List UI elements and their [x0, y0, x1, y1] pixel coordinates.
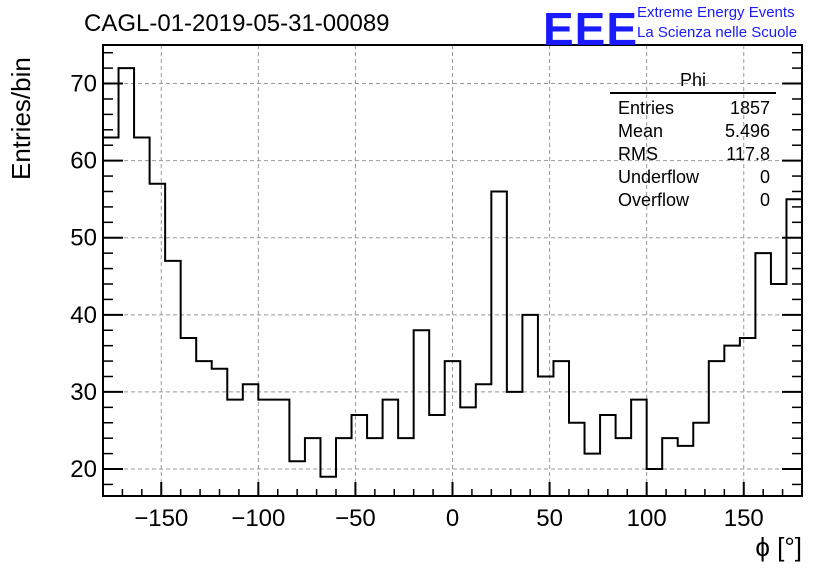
stats-value: 5.496	[724, 121, 770, 141]
y-tick-label: 60	[70, 148, 97, 175]
y-tick-label: 70	[70, 71, 97, 98]
histogram-series	[103, 67, 803, 478]
x-tick-label: 150	[724, 505, 764, 532]
stats-row-rms: RMS 117.8	[610, 143, 776, 166]
stats-box: Phi Entries 1857 Mean 5.496 RMS 117.8 Un…	[610, 70, 776, 212]
x-tick-label: −100	[231, 505, 285, 532]
stats-value: 0	[759, 190, 770, 210]
x-axis-label: ϕ [°]	[755, 532, 802, 562]
stats-label: Overflow	[618, 190, 690, 210]
x-tick-label: −50	[335, 505, 376, 532]
stats-title: Phi	[610, 70, 776, 94]
logo-line-2: La Scienza nelle Scuole	[637, 24, 798, 41]
y-tick-label: 30	[70, 379, 97, 406]
stats-value: 0	[759, 167, 770, 187]
y-tick-label: 20	[70, 456, 97, 483]
x-axis: −150 −100 −50 0 50 100 150	[102, 482, 803, 532]
stats-row-mean: Mean 5.496	[610, 120, 776, 143]
logo-line-1: Extreme Energy Events	[637, 4, 795, 21]
x-tick-label: 0	[446, 505, 459, 532]
y-tick-label: 50	[70, 225, 97, 252]
stats-label: Mean	[618, 121, 664, 141]
stats-label: RMS	[618, 144, 658, 164]
logo-text: EEE	[543, 3, 639, 55]
stats-label: Underflow	[618, 167, 700, 187]
stats-value: 1857	[729, 98, 770, 118]
y-tick-label: 40	[70, 302, 97, 329]
y-axis-label: Entries/bin	[6, 57, 36, 180]
grid-lines	[103, 45, 802, 496]
stats-row-entries: Entries 1857	[610, 97, 776, 120]
x-tick-label: 100	[627, 505, 667, 532]
chart-title: CAGL-01-2019-05-31-00089	[84, 10, 390, 37]
stats-label: Entries	[618, 98, 675, 118]
x-tick-label: 50	[536, 505, 563, 532]
plot-frame	[102, 44, 803, 497]
stats-row-underflow: Underflow 0	[610, 166, 776, 189]
stats-value: 117.8	[726, 144, 770, 164]
y-axis: 20 30 40 50 60 70	[70, 51, 802, 486]
x-tick-label: −150	[134, 505, 188, 532]
stats-row-overflow: Overflow 0	[610, 189, 776, 212]
